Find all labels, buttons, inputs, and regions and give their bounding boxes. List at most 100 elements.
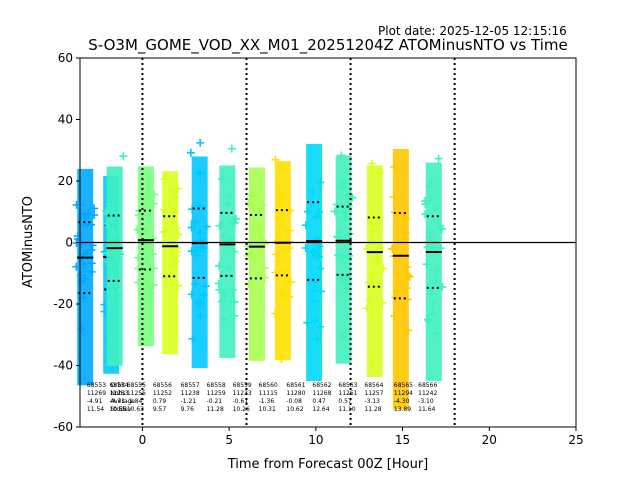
orbit-stat-68562: 11268 xyxy=(312,390,331,397)
scatter-point xyxy=(428,309,437,318)
scatter-point xyxy=(145,282,154,291)
orbit-scatter-68553 xyxy=(72,168,99,386)
scatter-point xyxy=(425,228,434,237)
orbit-stat-68563: 11.10 xyxy=(338,406,355,413)
scatter-point xyxy=(228,285,237,294)
scatter-point xyxy=(428,243,437,252)
scatter-point xyxy=(378,298,387,307)
scatter-point xyxy=(247,191,256,200)
orbit-stat-68559: 11233 xyxy=(233,390,252,397)
x-tick-label: 0 xyxy=(139,433,147,447)
scatter-point xyxy=(215,285,224,294)
scatter-point xyxy=(375,281,384,290)
scatter-point xyxy=(174,230,183,239)
scatter-point xyxy=(143,277,152,286)
scatter-point xyxy=(119,152,128,161)
scatter-point xyxy=(248,201,257,210)
orbit-stat-68556: 0.79 xyxy=(153,398,167,405)
scatter-point xyxy=(315,242,324,251)
scatter-point xyxy=(362,244,371,253)
scatter-point xyxy=(106,338,115,347)
orbit-stat-68555: 10.63 xyxy=(127,406,144,413)
scatter-point xyxy=(376,213,385,222)
y-tick-label: 20 xyxy=(58,174,73,188)
stats-header-label: Stddev xyxy=(110,406,131,413)
scatter-point xyxy=(271,309,280,318)
scatter-point xyxy=(139,193,148,202)
scatter-point xyxy=(133,225,142,234)
scatter-point xyxy=(258,200,267,209)
scatter-point xyxy=(201,282,210,291)
scatter-point xyxy=(427,289,436,298)
scatter-point xyxy=(105,218,114,227)
scatter-point xyxy=(402,284,411,293)
orbit-stat-68555: 68555 xyxy=(127,382,146,389)
scatter-point xyxy=(312,212,321,221)
scatter-point xyxy=(191,280,200,289)
scatter-point xyxy=(334,251,343,260)
scatter-point xyxy=(113,253,122,262)
scatter-point xyxy=(87,267,96,276)
scatter-point xyxy=(333,233,342,242)
orbit-stat-68557: 11238 xyxy=(181,390,200,397)
scatter-point xyxy=(394,269,403,278)
y-tick-label: -40 xyxy=(53,359,73,373)
orbit-stat-68566: 68566 xyxy=(418,382,437,389)
orbit-stat-68565: 13.89 xyxy=(394,406,411,413)
scatter-point xyxy=(345,229,354,238)
orbit-stat-68557: 68557 xyxy=(181,382,200,389)
scatter-point xyxy=(367,359,375,368)
orbit-band-68559 xyxy=(219,165,236,358)
scatter-point xyxy=(274,257,283,266)
scatter-point xyxy=(255,233,264,242)
scatter-point xyxy=(405,272,414,281)
scatter-point xyxy=(202,222,211,231)
scatter-point xyxy=(421,196,430,205)
orbit-stat-68564: -3.13 xyxy=(364,398,380,405)
stats-layer: OrbitNobsAverageStddev6855311269-4.9111.… xyxy=(87,382,438,413)
scatter-point xyxy=(251,192,260,201)
orbit-stat-68554: 68554 xyxy=(109,382,128,389)
scatter-point xyxy=(187,247,196,256)
scatter-point xyxy=(199,290,208,299)
scatter-point xyxy=(316,264,325,273)
scatter-point xyxy=(275,228,284,237)
scatter-point xyxy=(338,332,347,341)
scatter-point xyxy=(228,219,237,228)
scatter-point xyxy=(170,208,179,217)
scatter-point xyxy=(402,263,411,272)
y-tick-label: 0 xyxy=(65,236,73,250)
scatter-point xyxy=(422,260,431,269)
orbit-stat-68553: 11.54 xyxy=(87,406,104,413)
y-axis-label: ATOMinusNTO xyxy=(21,196,36,288)
scatter-point xyxy=(168,217,177,226)
orbit-scatter-68559 xyxy=(214,144,241,358)
scatter-point xyxy=(245,248,254,257)
scatter-point xyxy=(431,329,440,338)
scatter-point xyxy=(367,270,376,279)
scatter-point xyxy=(277,355,286,364)
scatter-point xyxy=(373,256,382,265)
scatter-point xyxy=(174,281,183,290)
scatter-point xyxy=(330,207,339,216)
chart-title: S-O3M_GOME_VOD_XX_M01_20251204Z ATOMinus… xyxy=(88,36,567,55)
scatter-point xyxy=(338,253,347,262)
orbit-stat-68562: 68562 xyxy=(312,382,331,389)
scatter-point xyxy=(396,195,405,204)
scatter-point xyxy=(379,264,388,273)
scatter-point xyxy=(107,274,116,283)
stats-header-label: Average xyxy=(110,398,135,405)
orbit-band-68561 xyxy=(274,161,291,361)
scatter-point xyxy=(279,246,288,255)
scatter-point xyxy=(277,220,286,229)
scatter-point xyxy=(429,300,438,309)
scatter-point xyxy=(424,317,433,326)
scatter-point xyxy=(107,287,116,296)
scatter-point xyxy=(395,258,404,267)
orbit-stat-68558: 11.28 xyxy=(207,406,224,413)
scatter-point xyxy=(376,168,385,177)
orbit-band-68566 xyxy=(425,162,442,381)
orbit-scatter-68557 xyxy=(159,171,183,355)
scatter-point xyxy=(148,250,157,259)
scatter-point xyxy=(80,213,89,222)
